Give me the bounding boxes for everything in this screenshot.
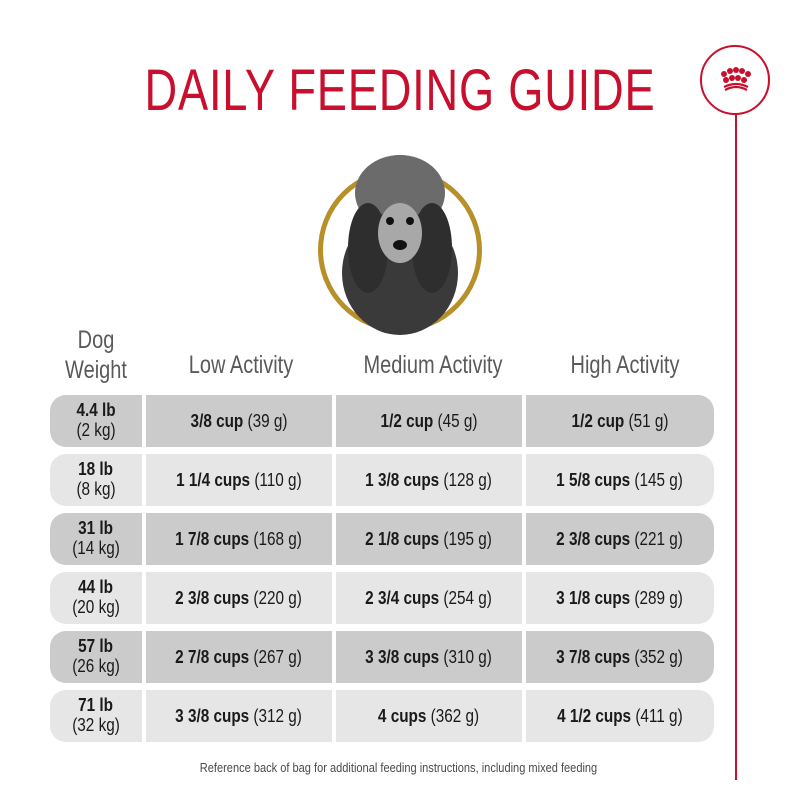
high-activity-cell: 3 1/8 cups (289 g) <box>526 572 714 624</box>
low-activity-cell: 2 3/8 cups (220 g) <box>146 572 332 624</box>
weight-kg: (32 kg) <box>72 715 120 735</box>
table-row: 44 lb (20 kg) 2 3/8 cups (220 g) 2 3/4 cu… <box>50 572 718 624</box>
header-dog-weight: Dog Weight <box>58 325 135 385</box>
low-activity-cell: 3/8 cup (39 g) <box>146 395 332 447</box>
header-medium-activity: Medium Activity <box>363 351 503 379</box>
weight-kg: (2 kg) <box>76 420 116 440</box>
dog-photo <box>318 155 482 335</box>
weight-kg: (8 kg) <box>76 479 116 499</box>
table-row: 31 lb (14 kg) 1 7/8 cups (168 g) 2 1/8 cu… <box>50 513 718 565</box>
header-high-activity: High Activity <box>570 351 680 379</box>
weight-cell: 44 lb (20 kg) <box>50 572 142 624</box>
header-weight-line1: Dog <box>77 326 115 354</box>
weight-lb: 4.4 lb <box>76 400 116 421</box>
high-activity-cell: 2 3/8 cups (221 g) <box>526 513 714 565</box>
header-weight-line2: Weight <box>65 356 127 384</box>
weight-lb: 31 lb <box>78 518 114 539</box>
poodle-icon <box>342 155 458 335</box>
low-activity-cell: 1 1/4 cups (110 g) <box>146 454 332 506</box>
medium-activity-cell: 3 3/8 cups (310 g) <box>336 631 522 683</box>
high-activity-cell: 3 7/8 cups (352 g) <box>526 631 714 683</box>
weight-cell: 71 lb (32 kg) <box>50 690 142 742</box>
footnote: Reference back of bag for additional fee… <box>199 760 598 775</box>
weight-kg: (14 kg) <box>72 538 120 558</box>
weight-lb: 18 lb <box>78 459 114 480</box>
brand-divider-line <box>735 90 737 780</box>
medium-activity-cell: 4 cups (362 g) <box>336 690 522 742</box>
low-activity-cell: 1 7/8 cups (168 g) <box>146 513 332 565</box>
crown-icon <box>721 67 751 91</box>
medium-activity-cell: 1 3/8 cups (128 g) <box>336 454 522 506</box>
table-row: 4.4 lb (2 kg) 3/8 cup (39 g) 1/2 cup (45 … <box>50 395 718 447</box>
weight-kg: (20 kg) <box>72 597 120 617</box>
header-low-activity: Low Activity <box>188 351 294 379</box>
weight-lb: 71 lb <box>78 695 114 716</box>
medium-activity-cell: 2 1/8 cups (195 g) <box>336 513 522 565</box>
table-row: 18 lb (8 kg) 1 1/4 cups (110 g) 1 3/8 cup… <box>50 454 718 506</box>
weight-lb: 44 lb <box>78 577 114 598</box>
low-activity-cell: 2 7/8 cups (267 g) <box>146 631 332 683</box>
table-row: 71 lb (32 kg) 3 3/8 cups (312 g) 4 cups (… <box>50 690 718 742</box>
feeding-table: 4.4 lb (2 kg) 3/8 cup (39 g) 1/2 cup (45 … <box>50 395 718 749</box>
weight-cell: 31 lb (14 kg) <box>50 513 142 565</box>
weight-cell: 18 lb (8 kg) <box>50 454 142 506</box>
weight-cell: 57 lb (26 kg) <box>50 631 142 683</box>
weight-lb: 57 lb <box>78 636 114 657</box>
weight-kg: (26 kg) <box>72 656 120 676</box>
table-row: 57 lb (26 kg) 2 7/8 cups (267 g) 3 3/8 cu… <box>50 631 718 683</box>
weight-cell: 4.4 lb (2 kg) <box>50 395 142 447</box>
high-activity-cell: 1/2 cup (51 g) <box>526 395 714 447</box>
high-activity-cell: 1 5/8 cups (145 g) <box>526 454 714 506</box>
high-activity-cell: 4 1/2 cups (411 g) <box>526 690 714 742</box>
medium-activity-cell: 2 3/4 cups (254 g) <box>336 572 522 624</box>
medium-activity-cell: 1/2 cup (45 g) <box>336 395 522 447</box>
page-title: DAILY FEEDING GUIDE <box>144 58 656 123</box>
brand-logo <box>700 45 770 115</box>
low-activity-cell: 3 3/8 cups (312 g) <box>146 690 332 742</box>
